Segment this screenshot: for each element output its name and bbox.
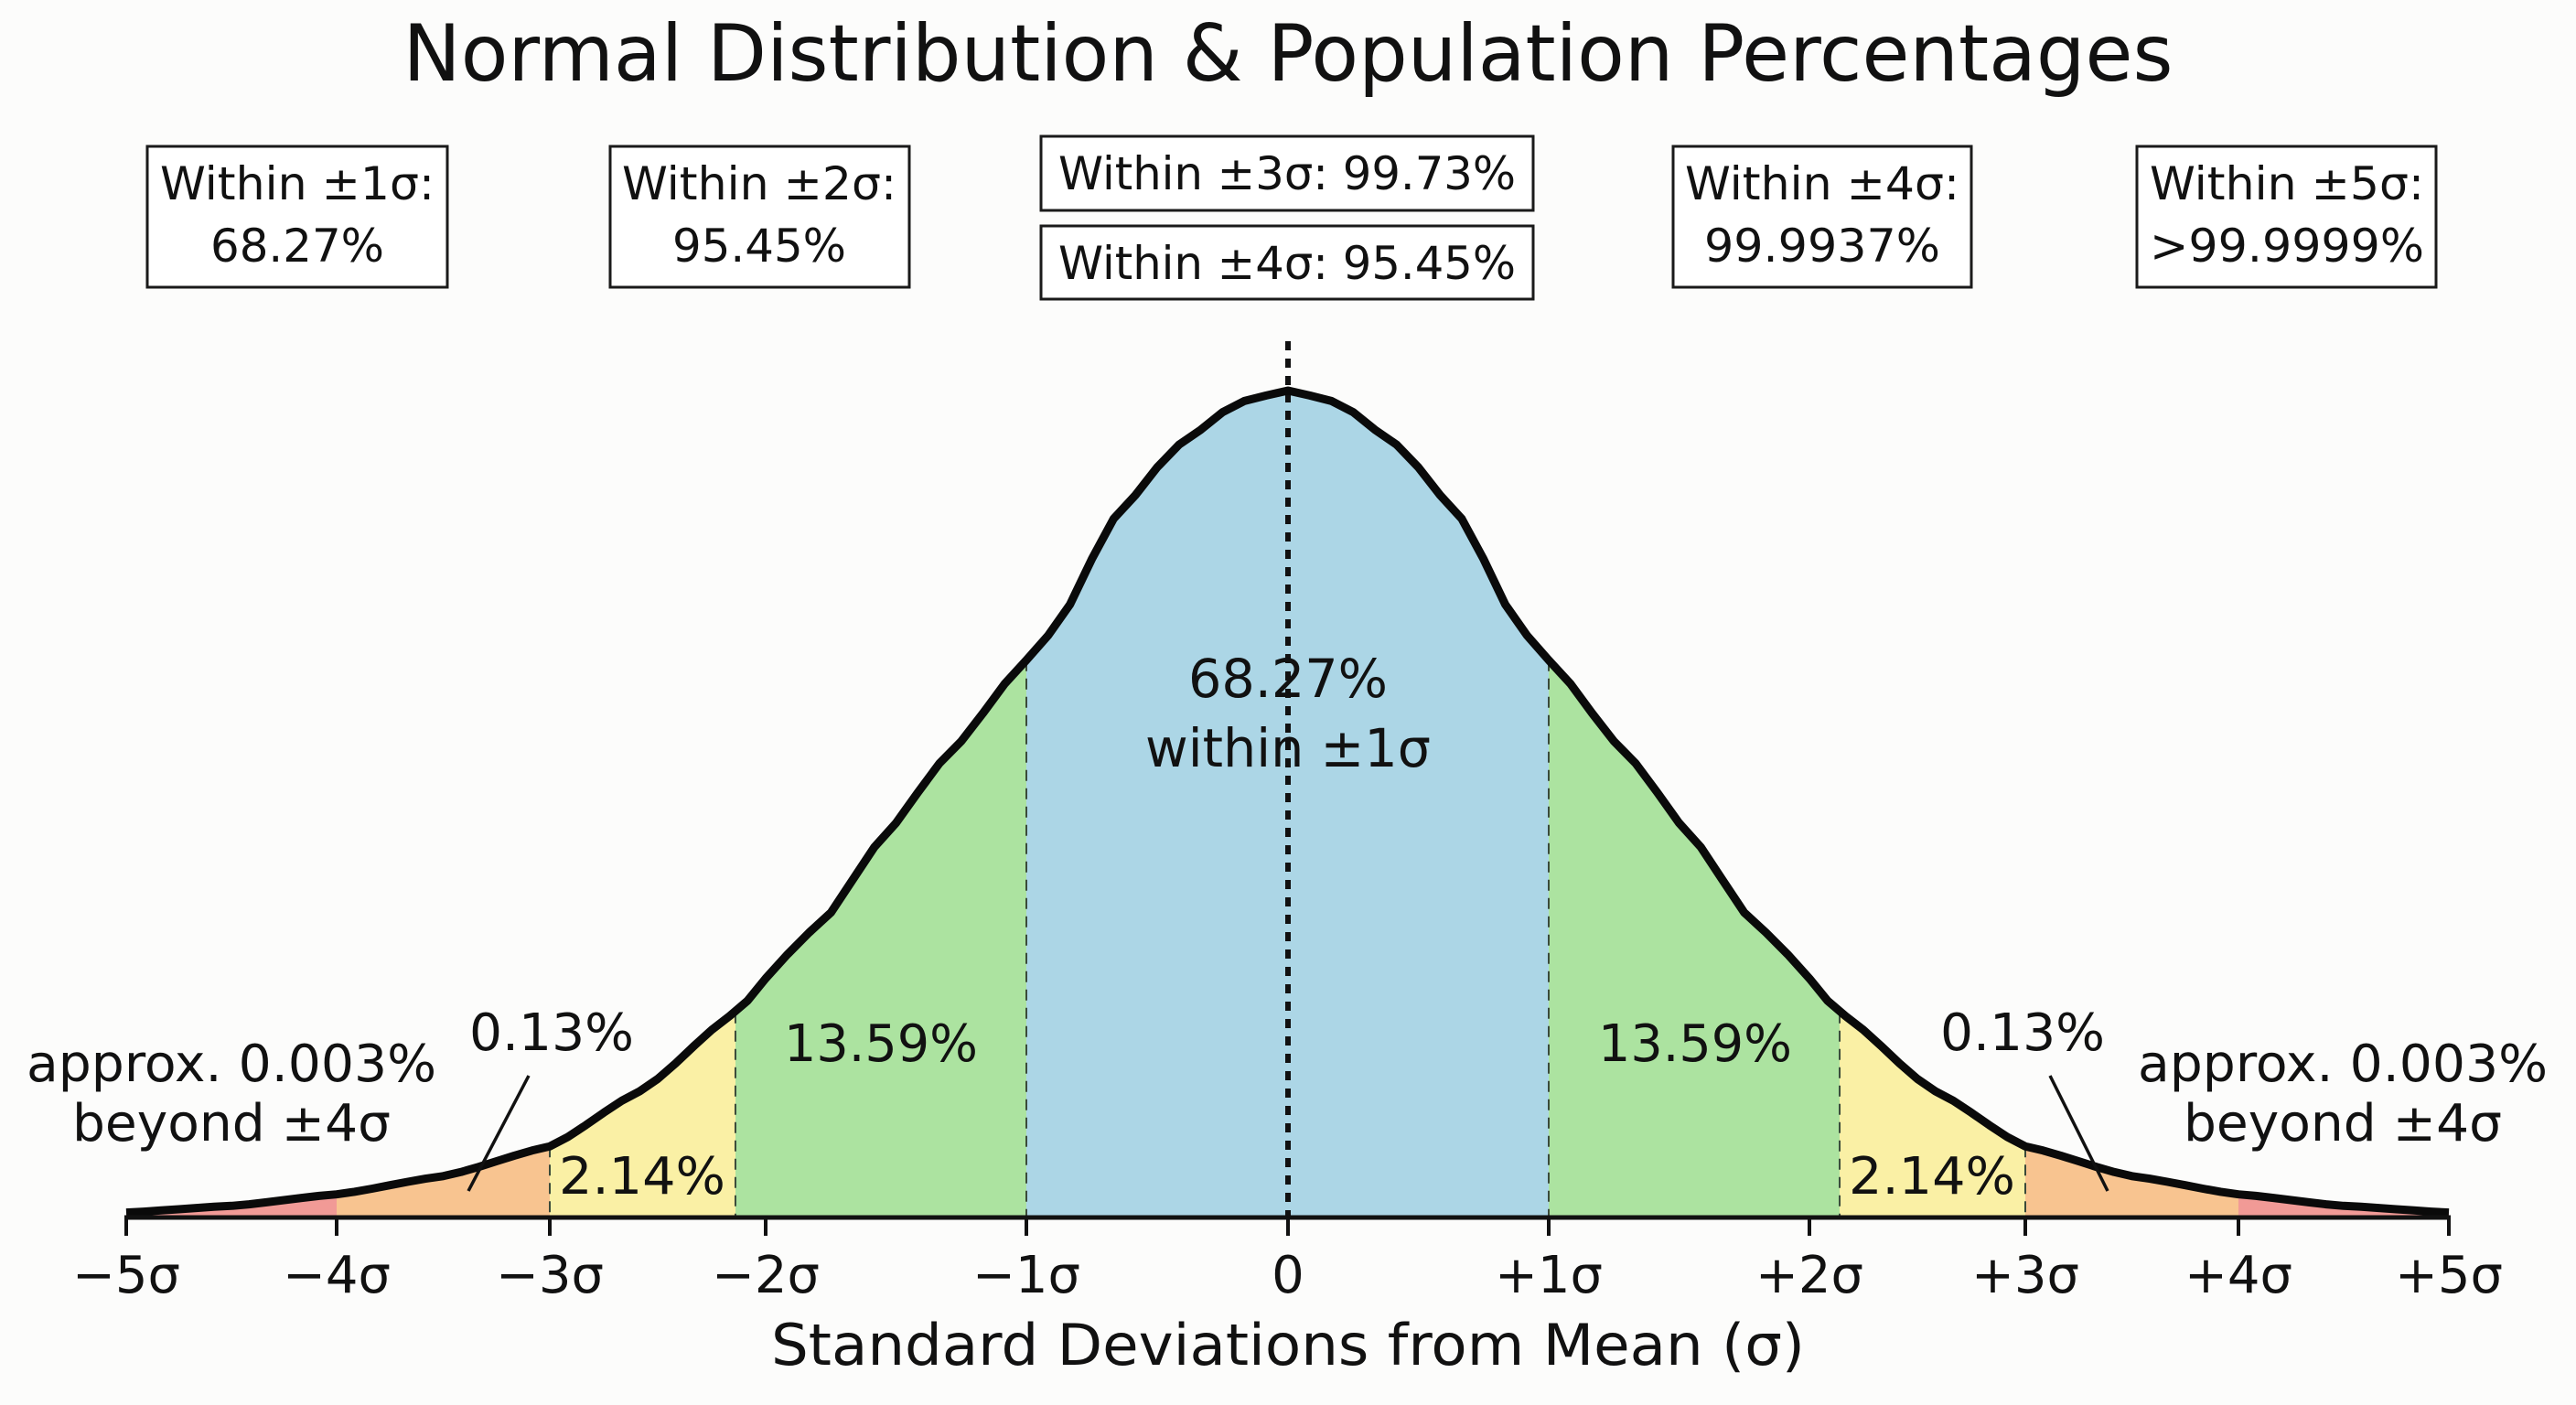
region-right-tail <box>1840 1012 2025 1217</box>
summary-box-3sigma-text: Within ±3σ: 99.73% <box>1058 147 1516 200</box>
center-label-percent: 68.27% <box>1188 648 1388 710</box>
center-label-caption: within ±1σ <box>1145 717 1431 779</box>
summary-box-1sigma-value: 68.27% <box>210 220 384 273</box>
left-shoulder-label: 13.59% <box>784 1014 978 1074</box>
region-left-tail <box>550 1012 735 1217</box>
regions-layer <box>126 391 2449 1217</box>
left-extreme-label-line2: beyond ±4σ <box>72 1094 391 1153</box>
region-center <box>1026 391 1549 1217</box>
x-tick-label: +1σ <box>1495 1246 1603 1305</box>
x-tick-label: 0 <box>1272 1246 1304 1305</box>
region-left-shoulder <box>735 660 1026 1217</box>
summary-box-3sigma: Within ±3σ: 99.73% <box>1039 134 1535 212</box>
right-far-tail-label: 0.13% <box>1940 1003 2105 1063</box>
x-tick-label: −4σ <box>283 1246 391 1305</box>
x-tick-label: +3σ <box>1971 1246 2079 1305</box>
summary-box-5sigma: Within ±5σ: >99.9999% <box>2135 145 2438 289</box>
x-tick-label: +2σ <box>1755 1246 1863 1305</box>
chart-title: Normal Distribution & Population Percent… <box>403 8 2174 100</box>
left-far-tail-label: 0.13% <box>469 1003 634 1063</box>
right-shoulder-label: 13.59% <box>1598 1014 1792 1074</box>
right-extreme-label-line2: beyond ±4σ <box>2184 1094 2502 1153</box>
summary-box-4sigma-label: Within ±4σ: <box>1685 157 1959 210</box>
region-right-shoulder <box>1549 660 1840 1217</box>
x-axis-title: Standard Deviations from Mean (σ) <box>771 1312 1805 1378</box>
summary-box-4sigma-value: 99.9937% <box>1704 220 1940 273</box>
x-tick-label: −2σ <box>712 1246 820 1305</box>
x-tick-label: −1σ <box>972 1246 1080 1305</box>
summary-box-1sigma: Within ±1σ: 68.27% <box>145 145 449 289</box>
x-tick-label: +5σ <box>2395 1246 2503 1305</box>
x-tick-label: −3σ <box>496 1246 604 1305</box>
right-far-tail-leader <box>2048 1075 2109 1192</box>
left-tail-label: 2.14% <box>559 1147 725 1207</box>
left-extreme-label-line1: approx. 0.003% <box>27 1035 436 1094</box>
dividers-layer <box>549 660 2026 1217</box>
right-extreme-label-line1: approx. 0.003% <box>2138 1035 2548 1094</box>
summary-box-5sigma-value: >99.9999% <box>2150 220 2424 273</box>
x-axis: −5σ −4σ −3σ −2σ −1σ 0 +1σ +2σ +3σ +4σ +5σ <box>72 1215 2503 1305</box>
summary-box-4sigma-center: Within ±4σ: 95.45% <box>1039 224 1535 301</box>
x-tick-label: −5σ <box>72 1246 180 1305</box>
summary-box-4sigma: Within ±4σ: 99.9937% <box>1671 145 1973 289</box>
summary-box-1sigma-label: Within ±1σ: <box>160 157 435 210</box>
summary-box-4sigma-center-text: Within ±4σ: 95.45% <box>1058 237 1516 290</box>
left-far-tail-leader <box>467 1075 531 1192</box>
x-tick-label: +4σ <box>2184 1246 2292 1305</box>
summary-box-2sigma-value: 95.45% <box>672 220 846 273</box>
summary-box-5sigma-label: Within ±5σ: <box>2150 157 2424 210</box>
summary-box-2sigma-label: Within ±2σ: <box>622 157 896 210</box>
summary-box-2sigma: Within ±2σ: 95.45% <box>608 145 911 289</box>
right-tail-label: 2.14% <box>1849 1147 2015 1207</box>
